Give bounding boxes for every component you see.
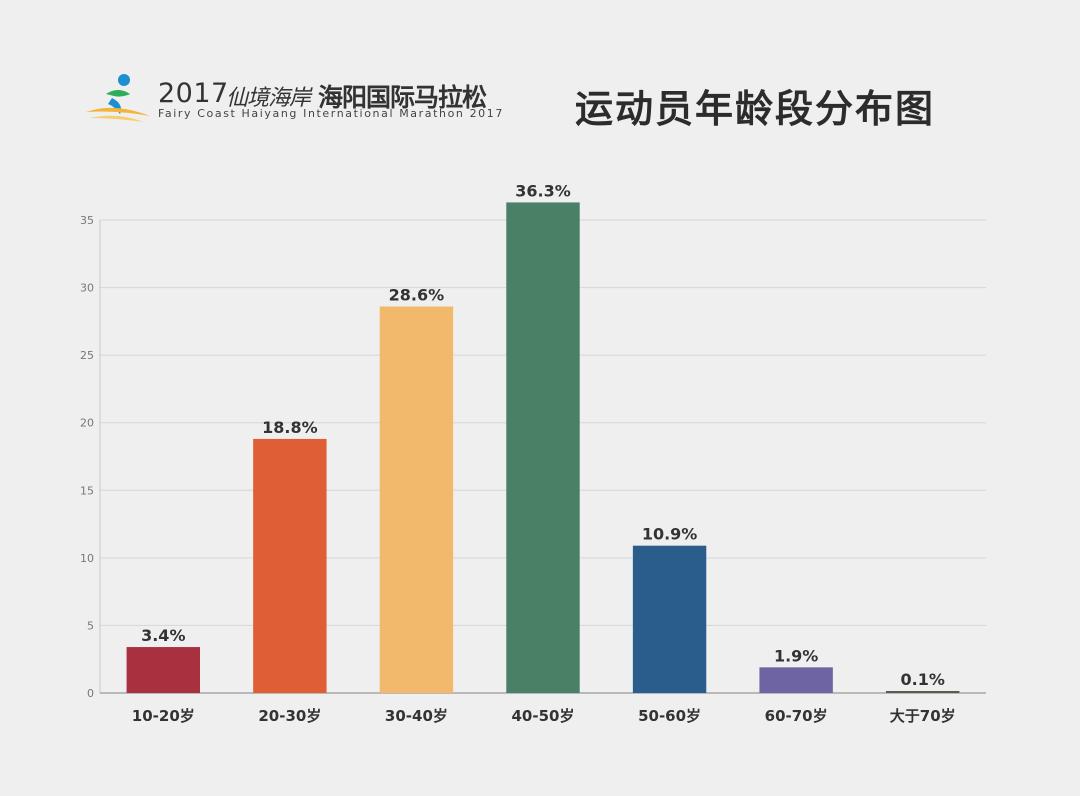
logo-english-name: Fairy Coast Haiyang International Marath…: [158, 107, 504, 120]
y-axis-ticks: 0 5 10 15 20 25 30 35: [80, 214, 94, 700]
bar: [253, 438, 327, 693]
runner-logo-icon: [86, 74, 150, 122]
bar: [632, 545, 707, 693]
y-tick-label: 10: [80, 552, 94, 565]
data-label: 36.3%: [515, 181, 571, 200]
data-label: 0.1%: [901, 670, 945, 689]
data-label: 18.8%: [262, 418, 318, 437]
header: 2017 仙境海岸 海阳国际马拉松 Fairy Coast Haiyang In…: [0, 0, 1080, 150]
y-tick-label: 15: [80, 484, 94, 497]
bars: [126, 202, 960, 693]
y-tick-label: 35: [80, 214, 94, 227]
bar: [759, 667, 833, 693]
bar: [126, 647, 200, 693]
x-tick-label: 大于70岁: [890, 707, 956, 725]
x-tick-label: 20-30岁: [258, 707, 321, 725]
y-tick-label: 20: [80, 417, 94, 430]
x-tick-label: 30-40岁: [385, 707, 448, 725]
data-label: 10.9%: [642, 525, 698, 544]
y-tick-label: 25: [80, 349, 94, 362]
x-tick-label: 50-60岁: [638, 707, 701, 725]
logo-chinese-name: 海阳国际马拉松: [318, 83, 487, 112]
bar: [506, 202, 580, 693]
logo-year: 2017: [158, 78, 229, 109]
data-label: 3.4%: [141, 626, 185, 645]
y-tick-label: 30: [80, 282, 94, 295]
y-tick-label: 5: [87, 619, 94, 632]
x-tick-label: 10-20岁: [132, 707, 195, 725]
data-label: 1.9%: [774, 646, 818, 665]
data-label: 28.6%: [389, 285, 445, 304]
page-title: 运动员年龄段分布图: [575, 87, 936, 131]
bar: [379, 306, 454, 693]
bar: [886, 691, 960, 693]
x-axis-ticks: 10-20岁 20-30岁 30-40岁 40-50岁 50-60岁 60-70岁 大于70…: [132, 707, 956, 725]
y-tick-label: 0: [87, 687, 94, 700]
data-labels: 3.4% 18.8% 28.6% 36.3% 10.9% 1.9% 0.1%: [141, 181, 945, 689]
x-tick-label: 60-70岁: [765, 707, 828, 725]
x-tick-label: 40-50岁: [512, 707, 575, 725]
logo-script-text: 仙境海岸: [226, 86, 311, 111]
